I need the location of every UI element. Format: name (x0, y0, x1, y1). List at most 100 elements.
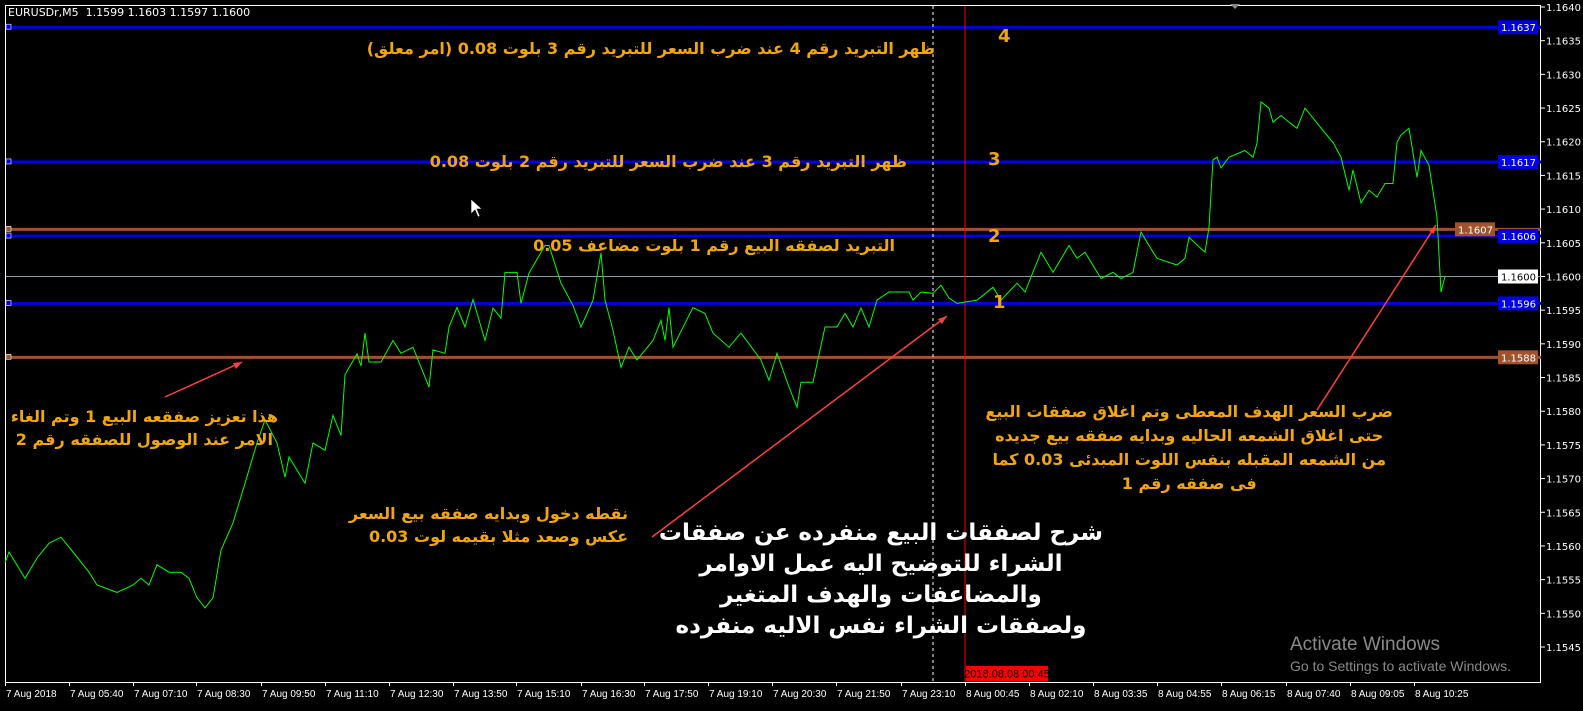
price-levels (5, 23, 1541, 360)
time-tick-label: 8 Aug 07:40 (1287, 689, 1341, 700)
time-tick-label: 7 Aug 05:40 (70, 689, 124, 700)
arrow-left (164, 361, 243, 398)
level-price-tags: 1.1637 1.1617 1.1607 1.1606 1.1596 1.1588 1.16… (1455, 20, 1538, 365)
time-tick-label: 7 Aug 21:50 (837, 689, 891, 700)
target-note-line: من الشمعه المقبله بنفس اللوت المبدئى 0.0… (992, 450, 1386, 469)
price-tick-label: 1.1605 (1546, 239, 1581, 250)
entry-note-line: عكس وصعد مثلا بقيمه لوت 0.03 (368, 527, 628, 547)
arrow-entry-head (938, 316, 947, 324)
target-note-line: حتى اغلاق الشمعه الحاليه وبدايه صفقه بيع… (995, 426, 1384, 445)
level-price-label: 1.1596 (1501, 299, 1536, 310)
price-series-line (4, 101, 1446, 609)
price-tick-label: 1.1545 (1546, 643, 1581, 654)
time-tick-label: 7 Aug 09:50 (262, 689, 316, 700)
price-tick-label: 1.1610 (1546, 205, 1581, 216)
arrow-target-head (1429, 225, 1436, 234)
symbol-info: EURUSDr,M5 1.1599 1.1603 1.1597 1.1600 (8, 6, 251, 19)
time-tick-label: 7 Aug 23:10 (902, 689, 956, 700)
level-handle-left[interactable] (5, 158, 12, 165)
annotation-left-note: هذا تعزيز صفقعه البيع 1 وتم الغاء الامر … (11, 405, 278, 451)
time-axis: 7 Aug 2018 7 Aug 05:40 7 Aug 07:10 7 Aug 08… (5, 682, 1469, 700)
shift-marker-icon[interactable] (1230, 4, 1240, 9)
annotation-level3: ظهر التبريد رقم 3 عند ضرب السعر للتبريد … (429, 152, 907, 171)
price-tick-label: 1.1570 (1546, 475, 1581, 486)
level-handle-left[interactable] (5, 23, 12, 30)
level-price-label: 1.1606 (1501, 232, 1536, 243)
main-note-line: ولصفقات الشراء نفس الاليه منفرده (675, 613, 1087, 640)
annotation-level4: ظهر التبريد رقم 4 عند ضرب السعر للتبريد … (366, 39, 935, 58)
annotation-main-note: شرح لصفقات البيع منفرده عن صفقات الشراء … (659, 518, 1103, 642)
level-handle-left[interactable] (5, 226, 12, 232)
arrow-target (1316, 224, 1437, 411)
target-note-line: ضرب السعر الهدف المعطى وتم اغلاق صفقات ا… (985, 402, 1393, 421)
level-handle-left[interactable] (5, 300, 12, 306)
bid-price-box (1498, 269, 1538, 284)
time-tick-label: 8 Aug 03:35 (1094, 689, 1148, 700)
level-price-label: 1.1617 (1501, 158, 1536, 169)
time-tick-label: 7 Aug 12:30 (390, 689, 444, 700)
time-tick-label: 8 Aug 06:15 (1222, 689, 1276, 700)
annotation-target-note: ضرب السعر الهدف المعطى وتم اغلاق صفقات ا… (985, 400, 1393, 496)
level-number-3: 3 (988, 149, 1001, 170)
level-price-box (1498, 20, 1538, 35)
time-tick-label: 8 Aug 04:55 (1158, 689, 1212, 700)
svg-text:2018.08.08 00:45: 2018.08.08 00:45 (964, 669, 1050, 681)
level-price-label: 1.1588 (1501, 353, 1536, 364)
price-tick-label: 1.1590 (1546, 340, 1581, 351)
price-tick-label: 1.1580 (1546, 407, 1581, 418)
main-note-line: الشراء للتوضيح اليه عمل الاوامر (699, 551, 1063, 578)
level-price-box (1498, 350, 1538, 365)
activate-windows-title: Activate Windows (1290, 634, 1440, 655)
time-marker-label: 2018.08.08 00:45 (964, 666, 1050, 681)
time-tick-label: 7 Aug 16:30 (582, 689, 636, 700)
left-note-line: الامر عند الوصول للصفقه رقم 2 (15, 430, 273, 450)
time-tick-label: 7 Aug 13:50 (454, 689, 508, 700)
level-price-box (1498, 229, 1538, 244)
level-number-1: 1 (993, 292, 1006, 313)
time-tick-label: 7 Aug 17:50 (645, 689, 699, 700)
left-note-line: هذا تعزيز صفقعه البيع 1 وتم الغاء (10, 407, 278, 426)
level-price-label: 1.1637 (1501, 23, 1536, 34)
price-tick-label: 1.1595 (1546, 306, 1581, 317)
annotation-arrows (164, 224, 1437, 538)
annotation-level2: التبريد لصفقه البيع رقم 1 بلوت مضاعف 0.0… (533, 236, 895, 255)
level-price-box (1455, 222, 1495, 237)
level-number-4: 4 (998, 26, 1011, 47)
time-tick-label: 7 Aug 15:10 (517, 689, 571, 700)
time-tick-label: 7 Aug 20:30 (773, 689, 827, 700)
annotation-entry-note: نقطه دخول وبدايه صفقه بيع السعر عكس وصعد… (349, 502, 628, 548)
price-tick-label: 1.1565 (1546, 508, 1581, 519)
time-tick-label: 8 Aug 10:25 (1415, 689, 1469, 700)
price-tick-label: 1.1575 (1546, 441, 1581, 452)
price-tick-label: 1.1600 (1546, 272, 1581, 283)
price-tick-label: 1.1615 (1546, 171, 1581, 182)
time-tick-label: 8 Aug 00:45 (966, 689, 1020, 700)
arrow-left-head (233, 362, 242, 369)
price-tick-label: 1.1640 (1546, 3, 1581, 14)
mouse-cursor-icon (470, 198, 483, 218)
price-tick-label: 1.1625 (1546, 104, 1581, 115)
level-price-box (1498, 296, 1538, 311)
price-tick-label: 1.1635 (1546, 37, 1581, 48)
price-tick-label: 1.1585 (1546, 374, 1581, 385)
time-tick-label: 8 Aug 09:05 (1351, 689, 1405, 700)
main-note-line: والمضاعفات والهدف المتغير (720, 582, 1042, 609)
level-handle-left[interactable] (5, 232, 12, 239)
bid-price-label: 1.1600 (1501, 273, 1536, 284)
time-tick-label: 7 Aug 07:10 (134, 689, 188, 700)
entry-note-line: نقطه دخول وبدايه صفقه بيع السعر (348, 504, 628, 523)
time-tick-label: 7 Aug 19:10 (709, 689, 763, 700)
activate-windows-subtitle: Go to Settings to activate Windows. (1290, 658, 1511, 674)
level-handle-left[interactable] (5, 354, 12, 360)
arrow-entry (651, 315, 948, 538)
price-tick-label: 1.1550 (1546, 609, 1581, 620)
level-number-2: 2 (988, 226, 1001, 247)
time-tick-label: 7 Aug 08:30 (197, 689, 251, 700)
price-tick-label: 1.1555 (1546, 576, 1581, 587)
time-tick-label: 8 Aug 02:10 (1030, 689, 1084, 700)
target-note-line: فى صفقه رقم 1 (1121, 474, 1257, 493)
level-price-box (1498, 154, 1538, 169)
price-tick-label: 1.1630 (1546, 70, 1581, 81)
price-tick-label: 1.1620 (1546, 138, 1581, 149)
